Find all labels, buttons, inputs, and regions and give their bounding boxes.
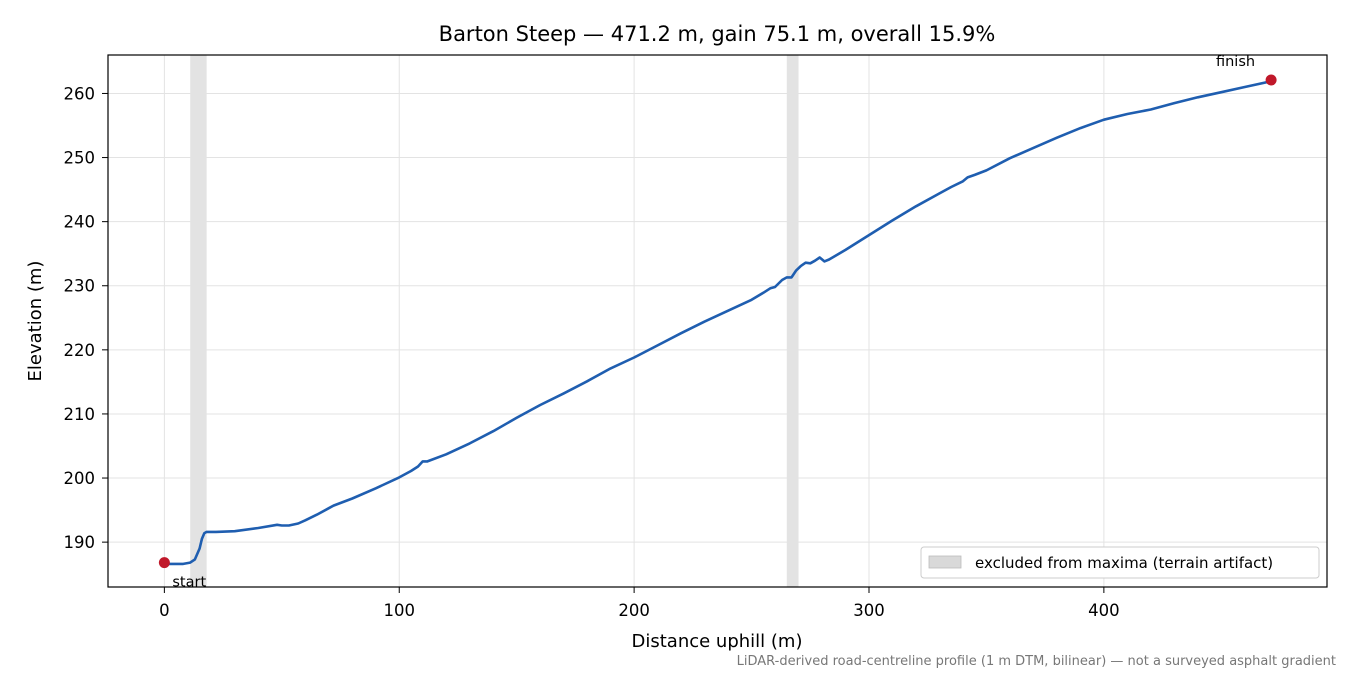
x-tick-label: 300 [853,601,885,620]
excluded-band-2 [786,55,799,587]
y-tick-label: 190 [64,533,96,552]
chart-title: Barton Steep — 471.2 m, gain 75.1 m, ove… [439,22,996,46]
y-tick-label: 200 [64,469,96,488]
x-tick-label: 400 [1088,601,1120,620]
y-axis-label: Elevation (m) [25,261,46,382]
x-tick-label: 0 [159,601,170,620]
legend-swatch [928,555,962,569]
finish-label: finish [1216,54,1255,70]
plot-frame [107,54,1328,588]
x-tick-label: 200 [618,601,650,620]
finish-marker [1265,74,1277,86]
x-axis-ticks: 0 100 200 300 400 [159,587,1120,620]
start-label: start [172,575,206,591]
series-layer [163,80,1273,566]
y-tick-label: 220 [64,341,96,360]
legend-label: excluded from maxima (terrain artifact) [975,554,1273,572]
x-tick-label: 100 [383,601,415,620]
y-tick-label: 210 [64,405,96,424]
elevation-line-1 [163,80,1273,566]
legend: excluded from maxima (terrain artifact) [920,546,1320,579]
footnote: LiDAR-derived road-centreline profile (1… [737,654,1336,669]
start-marker [158,557,170,569]
y-tick-label: 240 [64,213,96,232]
legend-box [920,546,1320,579]
y-tick-label: 230 [64,277,96,296]
y-axis-ticks: 190 200 210 220 230 240 250 260 [64,84,108,552]
excluded-band-1 [190,55,207,587]
y-tick-label: 250 [64,149,96,168]
gridlines [108,55,1327,587]
x-axis-label: Distance uphill (m) [632,631,803,652]
excluded-bands [190,55,799,587]
y-tick-label: 260 [64,84,96,103]
